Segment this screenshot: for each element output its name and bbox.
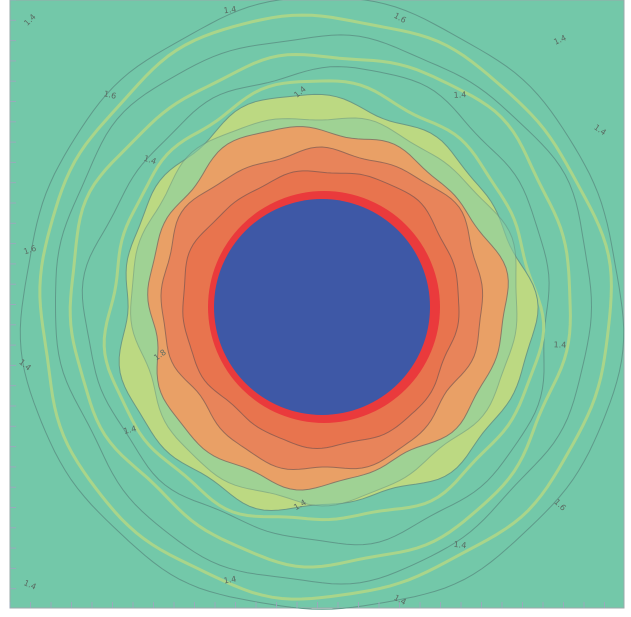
blue-core	[214, 199, 430, 415]
contour-label: 1.4	[553, 340, 566, 349]
contour-label: 1.4	[453, 540, 467, 550]
contour-label: 1.4	[223, 5, 237, 16]
contour-plot: 1.41.41.61.41.61.41.41.41.61.41.81.41.41…	[0, 0, 631, 617]
contour-label: 1.4	[453, 90, 466, 100]
